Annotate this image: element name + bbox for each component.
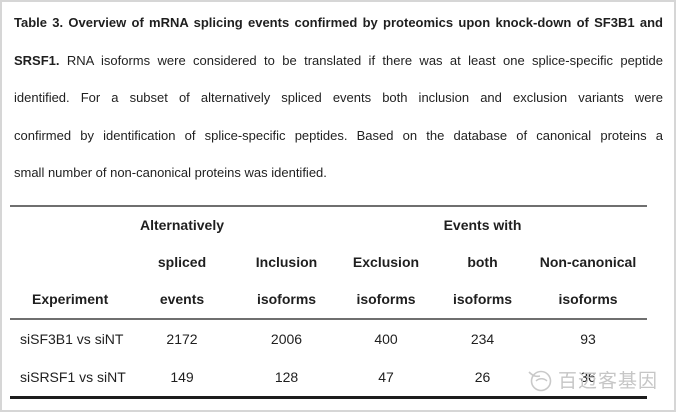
value-cell: 36 xyxy=(580,369,596,385)
data-table: Experiment Alternatively spliced events … xyxy=(10,205,647,399)
header-line: isoforms xyxy=(356,291,416,307)
experiment-cell: siSF3B1 vs siNT xyxy=(20,331,124,347)
col-header-events-with-both-isoforms: Events with both isoforms xyxy=(436,207,529,318)
caption-line: Table 3. Overview of mRNA splicing event… xyxy=(14,4,663,42)
header-line: Exclusion xyxy=(352,254,420,270)
table-row-sisrsf1: siSRSF1 vs siNT 149 128 47 26 36 xyxy=(10,358,647,396)
caption-line: confirmed by identification of splice-sp… xyxy=(14,117,663,155)
header-line: Non-canonical xyxy=(539,254,637,270)
header-line xyxy=(336,207,436,244)
caption-line: small number of non-canonical proteins w… xyxy=(14,154,663,192)
header-line xyxy=(10,207,127,244)
header-line: isoforms xyxy=(558,291,618,307)
caption-bold-text: Table 3. Overview of mRNA splicing event… xyxy=(14,15,663,30)
caption-text: identified. For a subset of alternativel… xyxy=(14,90,663,105)
col-header-alternatively-spliced-events: Alternatively spliced events xyxy=(127,207,237,318)
header-line: isoforms xyxy=(452,291,513,307)
header-line: both xyxy=(467,254,498,270)
caption-line: SRSF1. RNA isoforms were considered to b… xyxy=(14,42,663,80)
col-header-exclusion-isoforms: Exclusion isoforms xyxy=(336,207,436,318)
value-cell: 234 xyxy=(470,331,495,347)
header-line xyxy=(529,207,647,244)
caption-text: small number of non-canonical proteins w… xyxy=(14,165,327,180)
value-cell: 47 xyxy=(378,369,394,385)
value-cell: 2006 xyxy=(270,331,303,347)
caption-text: confirmed by identification of splice-sp… xyxy=(14,127,663,143)
value-cell: 149 xyxy=(170,369,194,385)
header-line: spliced xyxy=(157,254,207,270)
value-cell: 400 xyxy=(374,331,398,347)
caption-text: RNA isoforms were considered to be trans… xyxy=(59,52,663,68)
header-line xyxy=(237,207,336,244)
experiment-cell: siSRSF1 vs siNT xyxy=(20,369,126,385)
caption-line: identified. For a subset of alternativel… xyxy=(14,79,663,117)
header-line: events xyxy=(159,291,205,307)
header-line xyxy=(10,244,127,281)
header-line: isoforms xyxy=(256,291,317,307)
col-header-non-canonical-isoforms: Non-canonical isoforms xyxy=(529,207,647,318)
header-line: Experiment xyxy=(32,291,109,307)
value-cell: 2172 xyxy=(166,331,198,347)
header-line: Inclusion xyxy=(255,254,318,270)
table-row-sisf3b1: siSF3B1 vs siNT 2172 2006 400 234 93 xyxy=(10,320,647,358)
value-cell: 128 xyxy=(274,369,299,385)
table-header: Experiment Alternatively spliced events … xyxy=(10,205,647,320)
table-bottom-rule xyxy=(10,396,647,399)
header-line: Events with xyxy=(443,217,522,233)
col-header-inclusion-isoforms: Inclusion isoforms xyxy=(237,207,336,318)
header-line: Alternatively xyxy=(139,217,225,233)
table-caption: Table 3. Overview of mRNA splicing event… xyxy=(14,4,663,192)
col-header-experiment: Experiment xyxy=(10,207,127,318)
value-cell: 93 xyxy=(580,331,596,347)
caption-bold-text: SRSF1. xyxy=(14,52,60,68)
value-cell: 26 xyxy=(474,369,491,385)
